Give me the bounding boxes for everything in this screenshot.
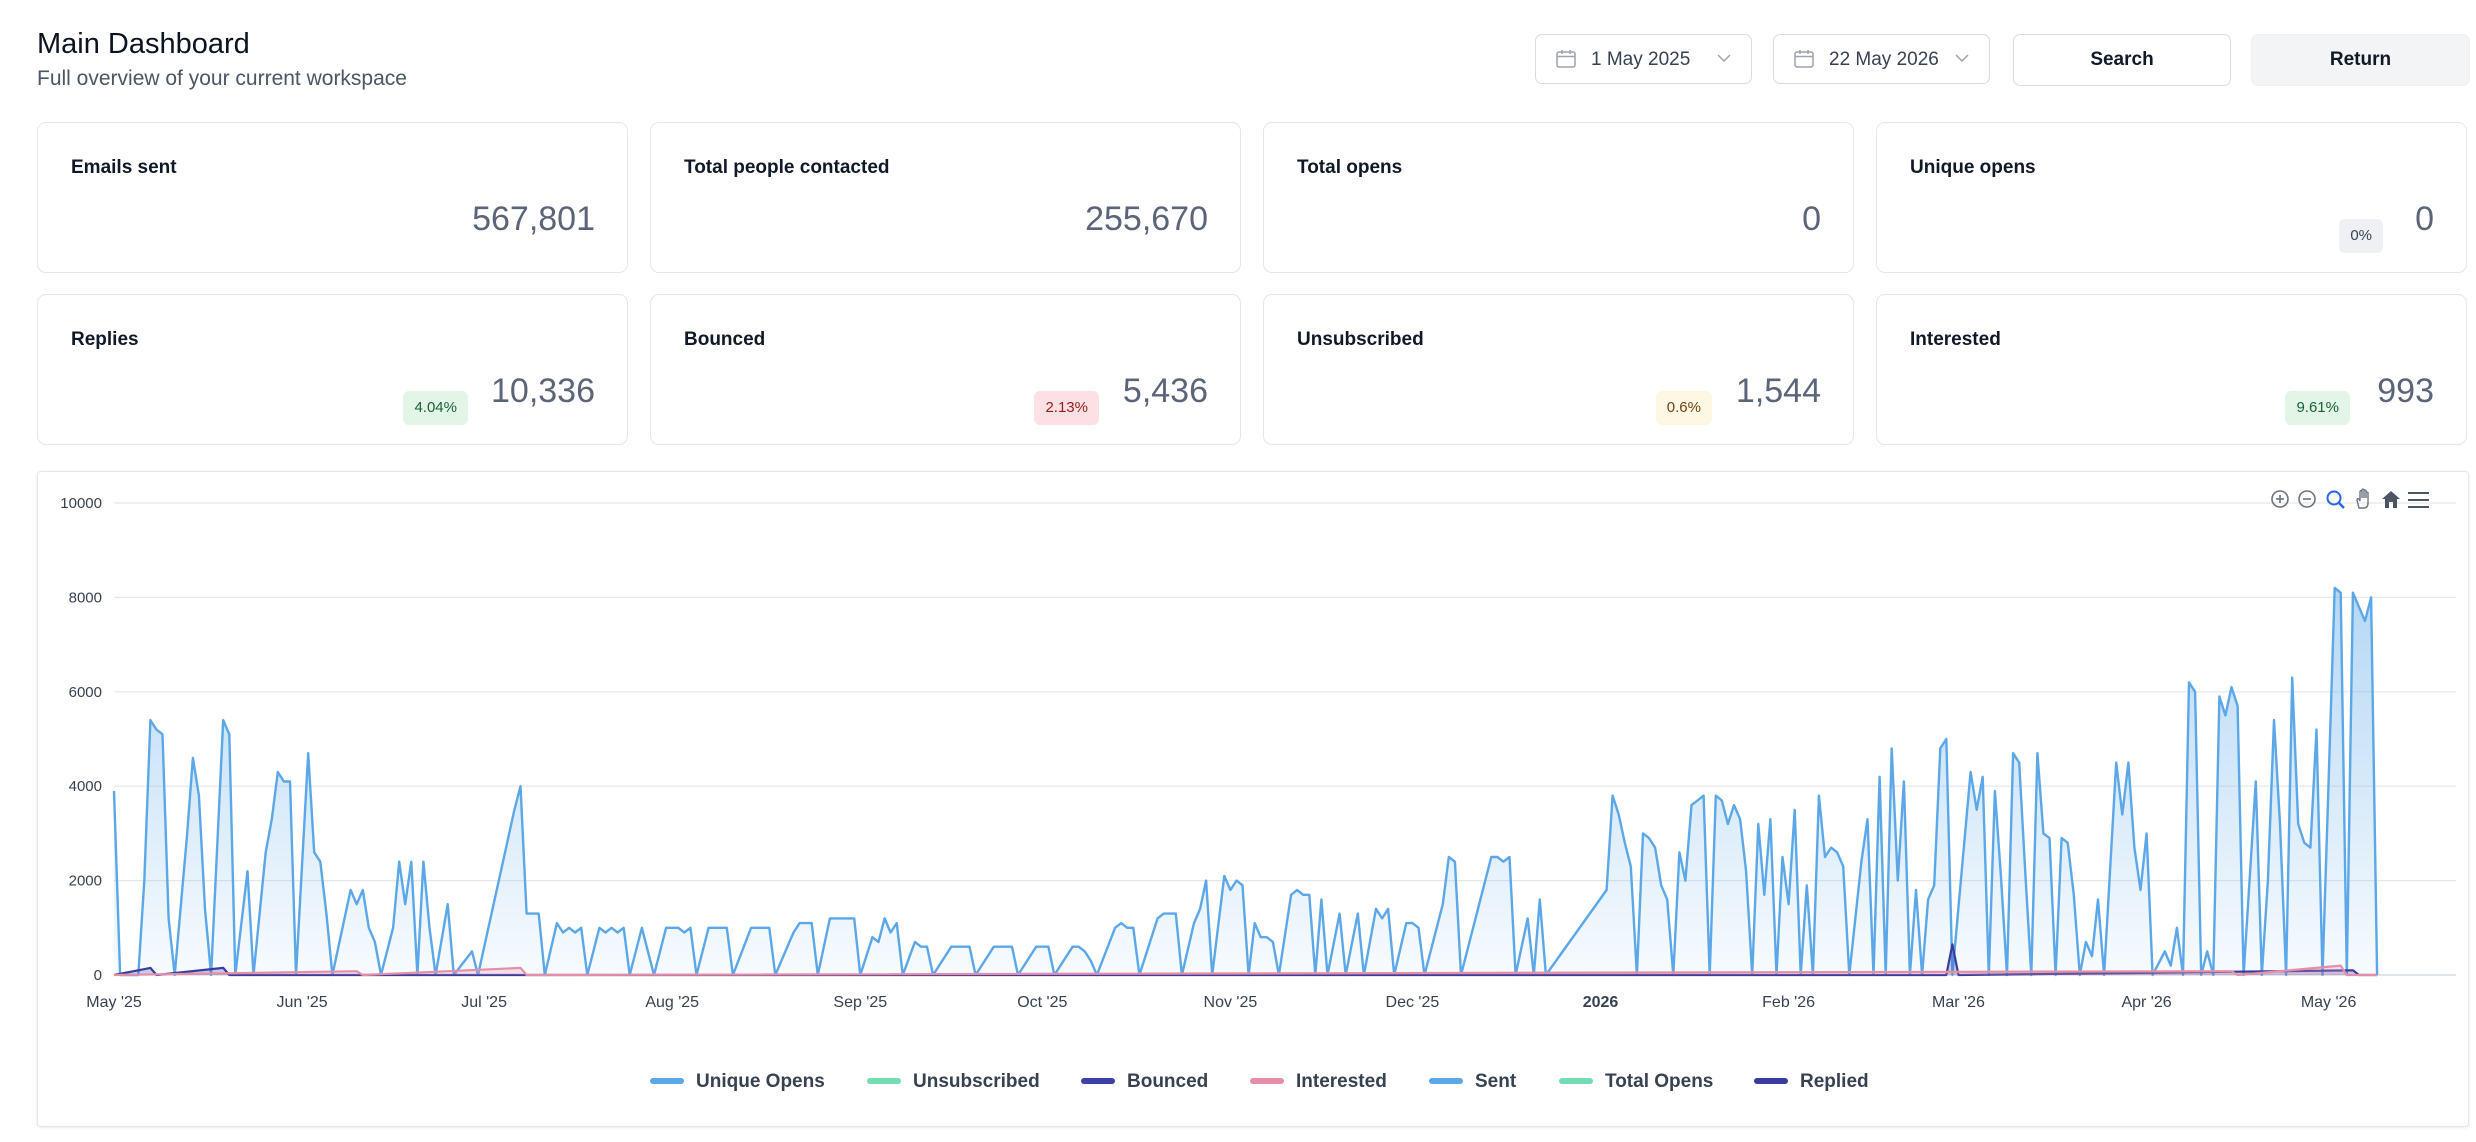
stat-label: Bounced xyxy=(684,329,766,350)
series-line-replied xyxy=(113,943,2378,977)
chart-series xyxy=(112,586,2379,977)
percent-badge: 2.13% xyxy=(1034,391,1099,425)
legend-item-bounced[interactable]: Bounced xyxy=(1081,1071,1208,1092)
stat-value: 0 xyxy=(1802,200,1821,238)
legend-item-unique-opens[interactable]: Unique Opens xyxy=(650,1071,825,1092)
legend-label: Unique Opens xyxy=(696,1071,825,1092)
legend-swatch xyxy=(867,1078,901,1084)
start-date-value: 1 May 2025 xyxy=(1591,49,1691,70)
y-axis-ticks: 0 2000 4000 6000 8000 10000 xyxy=(60,495,102,984)
legend-swatch xyxy=(650,1078,684,1084)
x-tick-label: 2026 xyxy=(1583,994,1619,1011)
stat-value: 0 xyxy=(2415,200,2434,238)
x-tick-label: Jun '25 xyxy=(277,994,328,1011)
chart-legend: Unique Opens Unsubscribed Bounced Intereste… xyxy=(650,1071,1869,1092)
percent-badge: 9.61% xyxy=(2285,391,2350,425)
legend-label: Interested xyxy=(1296,1071,1387,1092)
stat-value: 993 xyxy=(2377,372,2434,410)
legend-label: Unsubscribed xyxy=(913,1071,1040,1092)
legend-item-sent[interactable]: Sent xyxy=(1429,1071,1517,1092)
stat-label: Replies xyxy=(71,329,139,350)
y-tick-label: 8000 xyxy=(69,589,102,606)
y-tick-label: 6000 xyxy=(69,684,102,701)
x-tick-label: Dec '25 xyxy=(1386,994,1440,1011)
stat-label: Unique opens xyxy=(1910,157,2036,178)
legend-item-interested[interactable]: Interested xyxy=(1250,1071,1387,1092)
y-tick-label: 0 xyxy=(94,967,102,984)
legend-label: Sent xyxy=(1475,1071,1517,1092)
x-tick-label: Jul '25 xyxy=(461,994,507,1011)
zoom-out-icon[interactable] xyxy=(2298,490,2316,508)
legend-label: Replied xyxy=(1800,1071,1869,1092)
stat-card-emails-sent: Emails sent 567,801 xyxy=(37,122,628,273)
y-tick-label: 2000 xyxy=(69,873,102,890)
legend-swatch xyxy=(1754,1078,1788,1084)
stat-card-replies: Replies 4.04% 10,336 xyxy=(37,294,628,445)
stat-label: Emails sent xyxy=(71,157,177,178)
stat-value: 10,336 xyxy=(491,372,595,410)
x-tick-label: Feb '26 xyxy=(1762,994,1815,1011)
stat-card-people-contacted: Total people contacted 255,670 xyxy=(650,122,1241,273)
legend-swatch xyxy=(1429,1078,1463,1084)
legend-label: Bounced xyxy=(1127,1071,1208,1092)
pan-hand-icon[interactable] xyxy=(2356,488,2369,509)
end-date-picker[interactable]: 22 May 2026 xyxy=(1773,34,1990,84)
menu-icon[interactable] xyxy=(2408,492,2429,508)
stat-label: Interested xyxy=(1910,329,2001,350)
start-date-picker[interactable]: 1 May 2025 xyxy=(1535,34,1752,84)
legend-swatch xyxy=(1250,1078,1284,1084)
page-subtitle: Full overview of your current workspace xyxy=(37,67,407,90)
legend-item-replied[interactable]: Replied xyxy=(1754,1071,1869,1092)
zoom-in-icon[interactable] xyxy=(2271,490,2289,508)
stat-card-interested: Interested 9.61% 993 xyxy=(1876,294,2467,445)
percent-badge: 0.6% xyxy=(1655,391,1712,425)
x-tick-label: Oct '25 xyxy=(1017,994,1067,1011)
home-icon[interactable] xyxy=(2382,491,2400,508)
x-tick-label: May '25 xyxy=(86,994,142,1011)
end-date-value: 22 May 2026 xyxy=(1829,49,1939,70)
legend-swatch xyxy=(1081,1078,1115,1084)
return-button[interactable]: Return xyxy=(2251,34,2470,86)
calendar-icon xyxy=(1794,50,1814,68)
y-tick-label: 4000 xyxy=(69,778,102,795)
x-tick-label: May '26 xyxy=(2301,994,2357,1011)
x-tick-label: Apr '26 xyxy=(2121,994,2171,1011)
page-title: Main Dashboard xyxy=(37,28,250,60)
chevron-down-icon xyxy=(1717,54,1731,63)
stat-label: Total opens xyxy=(1297,157,1403,178)
magnifier-icon[interactable] xyxy=(2326,490,2345,509)
stat-card-bounced: Bounced 2.13% 5,436 xyxy=(650,294,1241,445)
stat-label: Unsubscribed xyxy=(1297,329,1424,350)
chart-grid xyxy=(114,502,2456,976)
y-tick-label: 10000 xyxy=(60,495,102,512)
activity-chart[interactable]: 0 2000 4000 6000 8000 10000 May '25 Jun '25 Jul… xyxy=(38,472,2468,1126)
series-line-interested xyxy=(113,964,2378,977)
x-tick-label: Nov '25 xyxy=(1204,994,1258,1011)
stat-value: 1,544 xyxy=(1735,372,1821,410)
percent-badge: 4.04% xyxy=(403,391,468,425)
legend-label: Total Opens xyxy=(1605,1071,1713,1092)
stat-value: 5,436 xyxy=(1122,372,1208,410)
stat-value: 567,801 xyxy=(472,200,595,238)
stat-label: Total people contacted xyxy=(684,157,890,178)
x-axis-ticks: May '25 Jun '25 Jul '25 Aug '25 Sep '25 Oct '… xyxy=(86,994,2356,1011)
stat-value: 255,670 xyxy=(1085,200,1208,238)
activity-chart-panel: 0 2000 4000 6000 8000 10000 May '25 Jun '25 Jul… xyxy=(37,471,2469,1127)
calendar-icon xyxy=(1556,50,1576,68)
percent-badge: 0% xyxy=(2339,219,2383,253)
series-line-sent xyxy=(112,586,2379,977)
x-tick-label: Aug '25 xyxy=(645,994,699,1011)
chart-toolbar xyxy=(2271,488,2429,509)
x-tick-label: Sep '25 xyxy=(833,994,887,1011)
legend-item-total-opens[interactable]: Total Opens xyxy=(1559,1071,1713,1092)
chevron-down-icon xyxy=(1955,54,1969,63)
stat-card-unsubscribed: Unsubscribed 0.6% 1,544 xyxy=(1263,294,1854,445)
x-tick-label: Mar '26 xyxy=(1932,994,1985,1011)
legend-item-unsubscribed[interactable]: Unsubscribed xyxy=(867,1071,1040,1092)
legend-swatch xyxy=(1559,1078,1593,1084)
stat-card-total-opens: Total opens 0 xyxy=(1263,122,1854,273)
search-button[interactable]: Search xyxy=(2013,34,2231,86)
stat-card-unique-opens: Unique opens 0% 0 xyxy=(1876,122,2467,273)
